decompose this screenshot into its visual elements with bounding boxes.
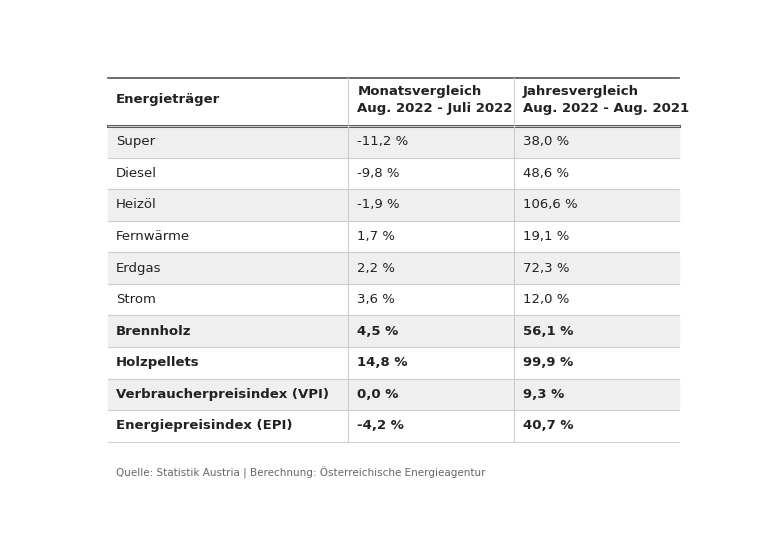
Text: Energieträger: Energieträger (116, 94, 220, 106)
Text: 40,7 %: 40,7 % (523, 419, 574, 432)
Text: -11,2 %: -11,2 % (357, 135, 409, 149)
Text: 106,6 %: 106,6 % (523, 199, 578, 212)
Text: 4,5 %: 4,5 % (357, 325, 399, 338)
Bar (108, 410, 680, 442)
Text: 2,2 %: 2,2 % (357, 262, 396, 275)
Text: Diesel: Diesel (116, 167, 157, 180)
Text: -4,2 %: -4,2 % (357, 419, 404, 432)
Bar (108, 347, 680, 379)
Bar (108, 189, 680, 221)
Text: Fernwärme: Fernwärme (116, 230, 190, 243)
Text: 3,6 %: 3,6 % (357, 293, 396, 306)
Text: Quelle: Statistik Austria | Berechnung: Österreichische Energieagentur: Quelle: Statistik Austria | Berechnung: … (116, 467, 485, 479)
Text: Erdgas: Erdgas (116, 262, 161, 275)
Bar (108, 284, 680, 316)
Text: 19,1 %: 19,1 % (523, 230, 570, 243)
Text: 12,0 %: 12,0 % (523, 293, 570, 306)
Text: 99,9 %: 99,9 % (523, 356, 574, 369)
Text: 48,6 %: 48,6 % (523, 167, 569, 180)
Text: Heizöl: Heizöl (116, 199, 157, 212)
Text: Jahresvergleich
Aug. 2022 - Aug. 2021: Jahresvergleich Aug. 2022 - Aug. 2021 (523, 85, 689, 115)
Text: 38,0 %: 38,0 % (523, 135, 569, 149)
Text: Monatsvergleich
Aug. 2022 - Juli 2022: Monatsvergleich Aug. 2022 - Juli 2022 (357, 85, 513, 115)
Text: 56,1 %: 56,1 % (523, 325, 574, 338)
Text: 1,7 %: 1,7 % (357, 230, 396, 243)
Bar (108, 316, 680, 347)
Bar (108, 252, 680, 284)
Text: Verbraucherpreisindex (VPI): Verbraucherpreisindex (VPI) (116, 388, 329, 401)
Text: Holzpellets: Holzpellets (116, 356, 199, 369)
Text: 72,3 %: 72,3 % (523, 262, 570, 275)
Text: 14,8 %: 14,8 % (357, 356, 408, 369)
Text: -1,9 %: -1,9 % (357, 199, 400, 212)
Text: Energiepreisindex (EPI): Energiepreisindex (EPI) (116, 419, 292, 432)
Text: 9,3 %: 9,3 % (523, 388, 564, 401)
Bar (108, 379, 680, 410)
Bar (108, 78, 680, 126)
Bar (108, 126, 680, 158)
Text: 0,0 %: 0,0 % (357, 388, 399, 401)
Text: -9,8 %: -9,8 % (357, 167, 400, 180)
Bar (108, 158, 680, 189)
Bar (108, 221, 680, 252)
Text: Brennholz: Brennholz (116, 325, 191, 338)
Text: Super: Super (116, 135, 155, 149)
Text: Strom: Strom (116, 293, 155, 306)
